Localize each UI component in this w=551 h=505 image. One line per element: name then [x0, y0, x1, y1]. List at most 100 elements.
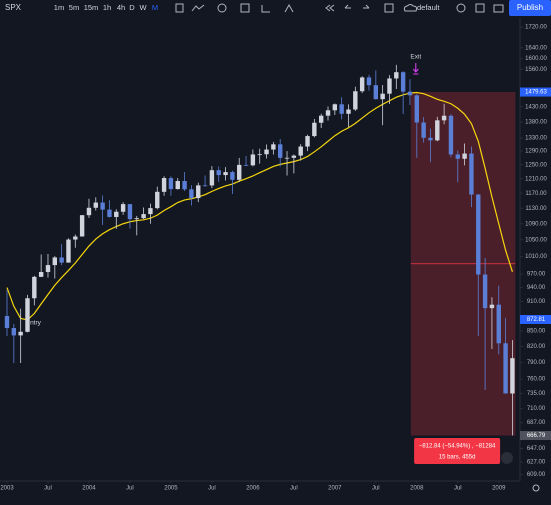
candle-body: [25, 298, 30, 332]
snapshot-icon[interactable]: [493, 4, 504, 13]
candle-body: [312, 122, 317, 137]
y-tick-label: 1170.00: [525, 191, 547, 197]
candle-body: [73, 236, 78, 240]
candle-body: [161, 178, 167, 192]
candle-body: [366, 77, 372, 86]
y-tick-label: 1720.00: [525, 25, 547, 31]
x-tick-label: Jul: [372, 486, 380, 492]
candle-body: [318, 115, 324, 123]
interval-button[interactable]: 15m: [84, 3, 99, 12]
price-badge: [520, 87, 551, 97]
undo-icon[interactable]: [344, 4, 351, 9]
interval-button[interactable]: D: [129, 3, 135, 12]
x-tick-label: 2007: [328, 486, 342, 492]
candle-body: [257, 154, 262, 156]
candle-body: [435, 120, 440, 141]
alert-icon[interactable]: [284, 3, 294, 13]
y-tick-label: 940.00: [527, 285, 546, 291]
candle-body: [462, 153, 467, 159]
x-tick-label: 2009: [492, 486, 506, 492]
candle-body: [32, 276, 37, 299]
candle-body: [407, 91, 413, 96]
fullscreen-icon[interactable]: [384, 3, 394, 13]
candle-body: [278, 144, 283, 158]
x-tick-label: Jul: [208, 486, 216, 492]
scroll-button[interactable]: [501, 452, 513, 464]
chart-type-icon[interactable]: [175, 3, 184, 13]
expand-icon[interactable]: [475, 3, 485, 13]
candle-body: [250, 154, 256, 166]
y-tick-label: 1130.00: [525, 206, 547, 212]
candle-body: [18, 331, 23, 336]
candle-body: [476, 194, 481, 275]
y-tick-label: 910.00: [527, 299, 546, 305]
candle-body: [209, 170, 215, 186]
price-badge: [520, 314, 551, 324]
x-tick-label: 2004: [82, 486, 96, 492]
candle-body: [148, 208, 153, 215]
interval-button[interactable]: 5m: [69, 3, 79, 12]
y-tick-label: 1380.00: [525, 120, 547, 126]
candle-body: [45, 265, 51, 273]
candle-body: [305, 136, 310, 147]
position-result: −812.84 (−54.94%) , −81284: [419, 444, 496, 450]
publish-button[interactable]: [509, 0, 551, 16]
candle-body: [230, 172, 235, 180]
cloud-icon[interactable]: [403, 4, 418, 12]
y-tick-label: 1640.00: [525, 45, 547, 51]
settings-icon[interactable]: [456, 3, 466, 13]
compare-icon[interactable]: [261, 5, 270, 13]
indicator-icon[interactable]: [191, 4, 205, 12]
candle-body: [325, 110, 331, 116]
candle-body: [496, 304, 501, 344]
candle-body: [380, 93, 385, 100]
add-icon[interactable]: [217, 3, 227, 13]
candle-body: [11, 328, 17, 336]
candle-body: [414, 95, 419, 123]
settings-button[interactable]: [532, 484, 540, 492]
x-tick-label: Jul: [454, 486, 462, 492]
x-tick-label: Jul: [44, 486, 52, 492]
redo-icon[interactable]: [363, 4, 370, 9]
interval-button[interactable]: 4h: [117, 3, 125, 12]
candle-body: [284, 157, 290, 159]
candle-body: [114, 211, 119, 217]
y-tick-label: 850.00: [527, 328, 546, 334]
replay-icon[interactable]: [325, 4, 335, 12]
symbol[interactable]: SPX: [5, 3, 22, 12]
y-tick-label: 1600.00: [525, 56, 547, 62]
candle-body: [237, 164, 242, 180]
candle-body: [4, 315, 10, 329]
candle-body: [52, 257, 58, 266]
annotation-label: ntry: [30, 320, 42, 327]
y-tick-label: 1560.00: [525, 67, 547, 73]
candle-body: [332, 104, 338, 111]
y-tick-label: 647.00: [527, 446, 546, 452]
candle-body: [503, 343, 508, 394]
interval-button[interactable]: M: [152, 3, 158, 12]
price-badge: [520, 431, 551, 441]
x-tick-label: Jul: [290, 486, 298, 492]
interval-button[interactable]: 1h: [103, 3, 111, 12]
y-tick-label: 1090.00: [525, 221, 547, 227]
toolbar: SPX 1m 5m 15m 1h 4h D W M default Publish: [0, 0, 551, 17]
layout-icon[interactable]: [240, 3, 250, 13]
candle-body: [264, 149, 269, 155]
candle-body: [448, 115, 454, 155]
price-badge-label: 872.81: [527, 317, 546, 323]
candle-body: [141, 214, 146, 219]
candle-body: [175, 181, 180, 190]
candle-body: [86, 207, 92, 216]
candle-body: [168, 178, 174, 190]
interval-button[interactable]: 1m: [54, 3, 64, 12]
publish-label[interactable]: Publish: [517, 3, 543, 12]
interval-button[interactable]: W: [139, 3, 147, 12]
annotation-label: Exit: [410, 54, 421, 61]
candle-body: [271, 144, 276, 150]
candle-body: [182, 181, 187, 190]
chart-area: 1720.00 1640.00 1600.00 1560.00 1430.00 1380.…: [0, 18, 551, 492]
layout-name[interactable]: default: [417, 3, 440, 12]
toolbar-icons: [175, 3, 504, 13]
candle-body: [93, 202, 98, 208]
candle-body: [243, 164, 249, 166]
